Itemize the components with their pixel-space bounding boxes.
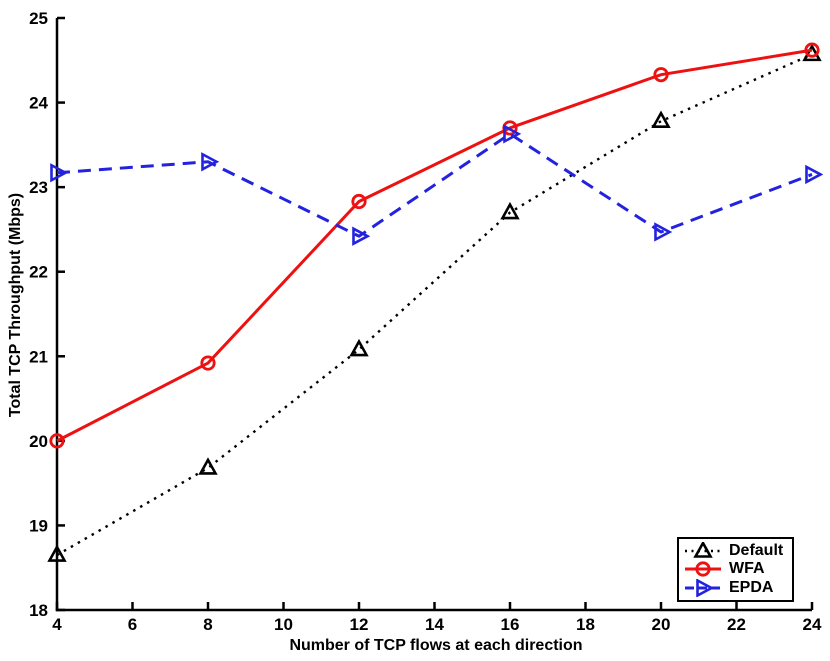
triangle-right-marker bbox=[503, 124, 522, 144]
triangle-up-marker bbox=[47, 544, 67, 562]
triangle-right-marker bbox=[696, 578, 715, 597]
x-tick-label: 14 bbox=[425, 615, 444, 634]
legend-item-wfa: WFA bbox=[684, 560, 792, 578]
triangle-up-marker bbox=[802, 43, 822, 62]
x-tick-label: 22 bbox=[727, 615, 746, 634]
series-line bbox=[56, 132, 813, 238]
triangle-right-marker bbox=[201, 152, 220, 172]
triangle-right-marker bbox=[352, 226, 371, 246]
x-tick-label: 4 bbox=[52, 615, 62, 634]
y-tick-label: 22 bbox=[29, 263, 48, 282]
triangle-up-marker bbox=[693, 542, 713, 558]
series-wfa bbox=[49, 42, 820, 449]
triangle-up-marker bbox=[198, 457, 218, 475]
circle-marker bbox=[653, 67, 669, 83]
series-default bbox=[47, 43, 822, 562]
legend-label: Default bbox=[729, 542, 784, 560]
y-tick-label: 23 bbox=[29, 178, 48, 197]
x-tick-label: 6 bbox=[128, 615, 137, 634]
circle-marker bbox=[695, 561, 711, 578]
legend: Default WFA EPDA bbox=[677, 537, 794, 602]
x-tick-label: 12 bbox=[350, 615, 369, 634]
x-tick-label: 18 bbox=[576, 615, 595, 634]
circle-marker bbox=[351, 193, 367, 210]
legend-label: WFA bbox=[729, 560, 765, 578]
legend-item-epda: EPDA bbox=[684, 578, 792, 597]
circle-marker bbox=[804, 42, 820, 58]
x-tick-label: 24 bbox=[803, 615, 822, 634]
triangle-right-marker bbox=[50, 163, 69, 183]
circle-marker bbox=[200, 355, 216, 371]
x-tick-label: 16 bbox=[501, 615, 520, 634]
y-tick-label: 19 bbox=[29, 516, 48, 535]
triangle-right-marker bbox=[805, 164, 824, 185]
x-tick-label: 20 bbox=[652, 615, 671, 634]
series-epda bbox=[50, 124, 824, 246]
circle-marker bbox=[49, 433, 65, 449]
legend-sample-circle-icon bbox=[685, 561, 721, 578]
triangle-up-marker bbox=[651, 110, 671, 128]
y-tick-label: 25 bbox=[29, 9, 48, 28]
series-line bbox=[56, 48, 813, 443]
legend-sample-triangle-up-icon bbox=[685, 542, 721, 558]
legend-sample-triangle-right-icon bbox=[685, 578, 721, 597]
x-tick-label: 8 bbox=[203, 615, 212, 634]
legend-item-default: Default bbox=[684, 542, 792, 560]
x-axis-label: Number of TCP flows at each direction bbox=[289, 637, 583, 654]
triangle-up-marker bbox=[349, 338, 369, 357]
y-tick-label: 24 bbox=[29, 94, 48, 113]
triangle-right-marker bbox=[654, 222, 673, 242]
y-tick-label: 18 bbox=[29, 601, 48, 620]
y-tick-label: 20 bbox=[29, 432, 48, 451]
legend-label: EPDA bbox=[729, 578, 774, 596]
y-axis-label: Total TCP Throughput (Mbps) bbox=[7, 192, 24, 418]
x-tick-label: 10 bbox=[274, 615, 293, 634]
triangle-up-marker bbox=[500, 201, 520, 220]
series-line bbox=[56, 53, 813, 557]
y-tick-label: 21 bbox=[29, 347, 48, 366]
